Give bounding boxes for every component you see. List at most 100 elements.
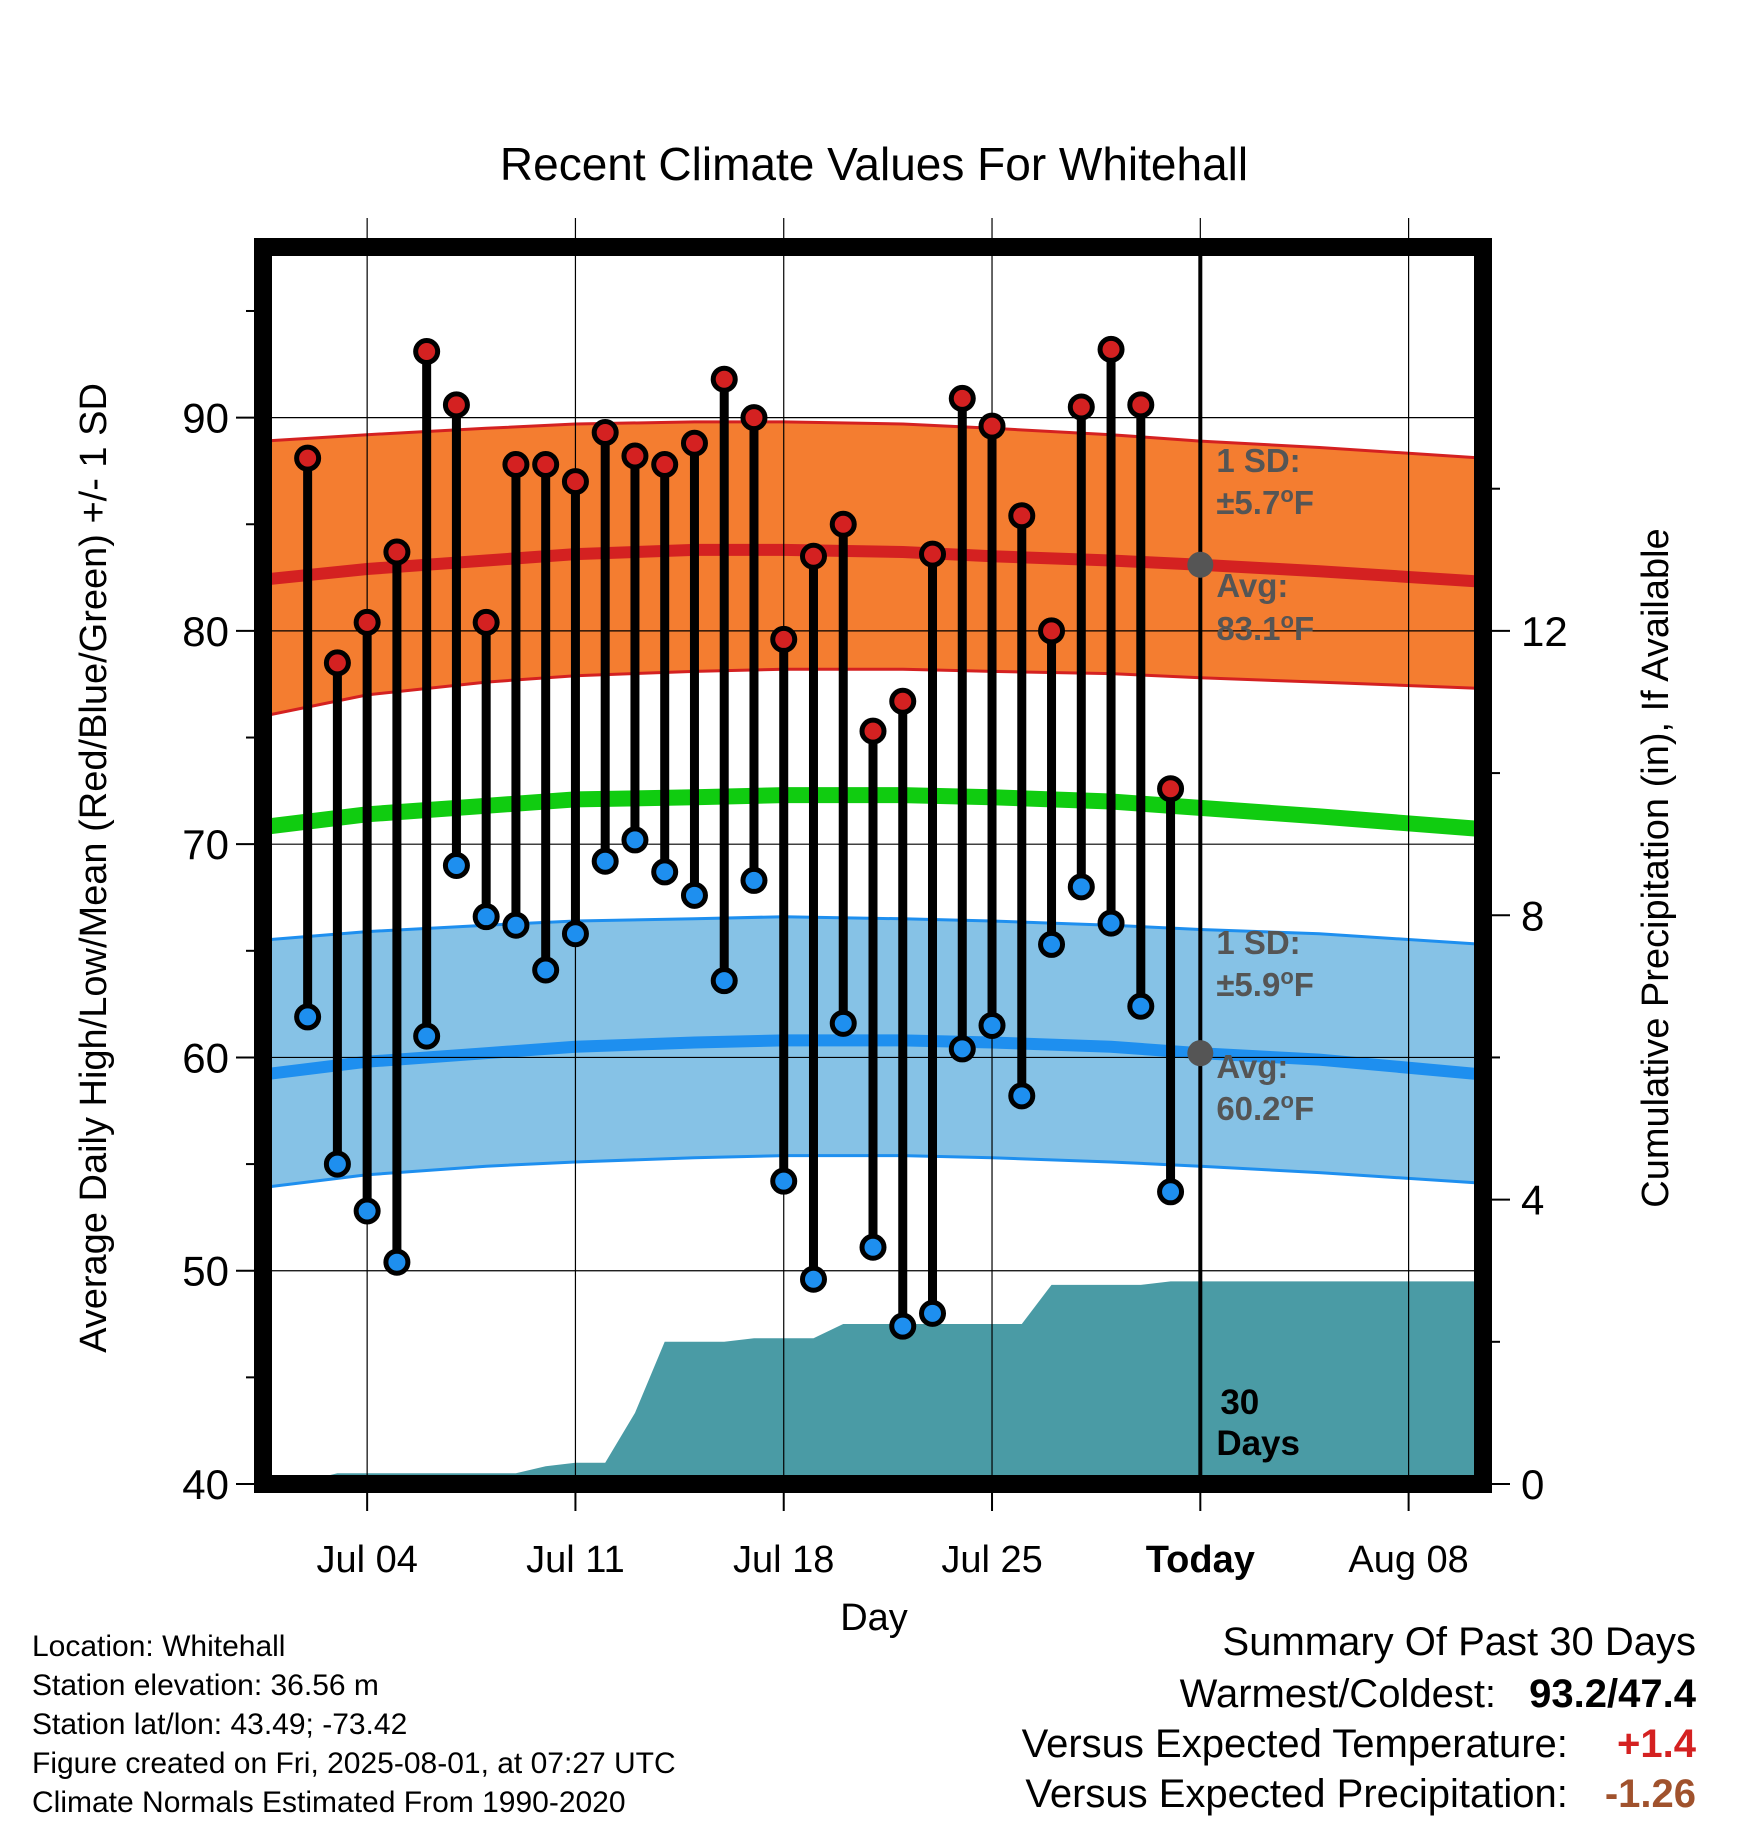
daily-high-point [532, 451, 560, 479]
daily-low-point [799, 1265, 827, 1293]
footer-created: Figure created on Fri, 2025-08-01, at 07… [32, 1747, 676, 1780]
footer-elevation: Station elevation: 36.56 m [32, 1669, 379, 1702]
daily-high-point [740, 404, 768, 432]
x-tick-label: Jul 11 [526, 1539, 625, 1581]
daily-low-point [651, 858, 679, 886]
y2-tick-label: 8 [1521, 892, 1544, 939]
daily-high-point [1008, 502, 1036, 530]
daily-low-point [1038, 930, 1066, 958]
days-count-label: 30 [1220, 1383, 1259, 1422]
today-low-average-marker [1187, 1040, 1214, 1067]
footer-latlon: Station lat/lon: 43.49; -73.42 [32, 1708, 408, 1741]
daily-high-point [323, 649, 351, 677]
daily-high-point [889, 687, 917, 715]
precip-label: Versus Expected Precipitation: [1025, 1772, 1568, 1816]
y-tick-label: 80 [182, 608, 229, 655]
daily-high-point [383, 538, 411, 566]
footer-normals: Climate Normals Estimated From 1990-2020 [32, 1786, 626, 1819]
daily-high-point [651, 451, 679, 479]
y-tick-label: 70 [182, 821, 229, 868]
daily-low-point [383, 1248, 411, 1276]
daily-high-point [710, 365, 738, 393]
daily-high-point [591, 419, 619, 447]
daily-low-point [472, 903, 500, 931]
daily-high-point [919, 540, 947, 568]
daily-high-point [502, 451, 530, 479]
y2-tick-label: 12 [1521, 608, 1568, 655]
daily-low-point [1157, 1178, 1185, 1206]
daily-low-point [710, 967, 738, 995]
daily-high-point [799, 542, 827, 570]
summary-warm-cold: Warmest/Coldest: 93.2/47.4 [1180, 1672, 1696, 1717]
y-axis-label: Average Daily High/Low/Mean (Red/Blue/Gr… [73, 383, 115, 1353]
high-avg-label: Avg: [1216, 567, 1288, 604]
daily-high-point [978, 412, 1006, 440]
daily-high-point [472, 608, 500, 636]
y2-axis-label: Cumulative Precipitation (in), If Availa… [1635, 528, 1677, 1207]
y-tick-label: 50 [182, 1248, 229, 1295]
temp-label: Versus Expected Temperature: [1021, 1722, 1568, 1766]
daily-high-point [1157, 775, 1185, 803]
high-normal-upper-sd-line [263, 420, 1483, 460]
daily-low-point [294, 1003, 322, 1031]
daily-low-point [680, 881, 708, 909]
summary-title: Summary Of Past 30 Days [1223, 1620, 1696, 1665]
y-tick-label: 90 [182, 395, 229, 442]
chart-title: Recent Climate Values For Whitehall [500, 138, 1248, 190]
days-word-label: Days [1216, 1424, 1300, 1463]
x-tick-label: Aug 08 [1348, 1539, 1468, 1581]
daily-low-point [770, 1167, 798, 1195]
x-tick-label: Jul 04 [316, 1539, 417, 1581]
y-tick-label: 60 [182, 1034, 229, 1081]
daily-low-point [948, 1035, 976, 1063]
summary-temp: Versus Expected Temperature: +1.4 [1022, 1722, 1696, 1767]
daily-high-point [829, 510, 857, 538]
daily-high-point [948, 384, 976, 412]
warm-cold-value: 93.2/47.4 [1529, 1672, 1696, 1716]
daily-low-point [561, 920, 589, 948]
precip-value: -1.26 [1604, 1772, 1696, 1816]
low-average-line [263, 1034, 1483, 1081]
summary-precip: Versus Expected Precipitation: -1.26 [1025, 1772, 1696, 1817]
daily-high-point [859, 717, 887, 745]
y2-tick-label: 4 [1521, 1177, 1544, 1224]
daily-high-point [680, 429, 708, 457]
daily-high-point [770, 625, 798, 653]
y-tick-label: 40 [182, 1461, 229, 1508]
daily-low-point [532, 956, 560, 984]
footer-location: Location: Whitehall [32, 1630, 286, 1663]
low-avg-value: 60.2oF [1216, 1088, 1314, 1127]
daily-high-point [1038, 617, 1066, 645]
daily-high-point [621, 442, 649, 470]
daily-high-point [1097, 335, 1125, 363]
daily-high-point [294, 444, 322, 472]
summary-title-text: Summary Of Past 30 Days [1222, 1620, 1696, 1664]
low-normal-lower-sd-line [263, 1154, 1483, 1189]
daily-low-point [1067, 873, 1095, 901]
high-normal-band [263, 421, 1483, 717]
daily-high-point [442, 391, 470, 419]
warm-cold-label: Warmest/Coldest: [1179, 1672, 1497, 1716]
x-tick-label: Today [1146, 1539, 1255, 1581]
low-sd-label: 1 SD: [1216, 924, 1300, 961]
high-avg-value: 83.1oF [1216, 608, 1314, 647]
low-avg-label: Avg: [1216, 1048, 1288, 1085]
daily-high-point [353, 608, 381, 636]
plot-frame [254, 238, 1492, 1493]
daily-low-point [978, 1011, 1006, 1039]
precipitation-area [263, 1281, 1483, 1484]
daily-low-point [889, 1312, 917, 1340]
x-tick-label: Jul 18 [733, 1539, 834, 1581]
low-sd-value: ±5.9oF [1216, 964, 1314, 1003]
high-sd-label: 1 SD: [1216, 442, 1300, 479]
daily-high-point [1127, 391, 1155, 419]
daily-low-point [829, 1009, 857, 1037]
daily-high-point [1067, 393, 1095, 421]
x-tick-label: Jul 25 [941, 1539, 1042, 1581]
daily-low-point [591, 847, 619, 875]
daily-low-point [859, 1233, 887, 1261]
daily-low-point [442, 852, 470, 879]
daily-low-point [740, 866, 768, 894]
daily-high-point [561, 468, 589, 496]
